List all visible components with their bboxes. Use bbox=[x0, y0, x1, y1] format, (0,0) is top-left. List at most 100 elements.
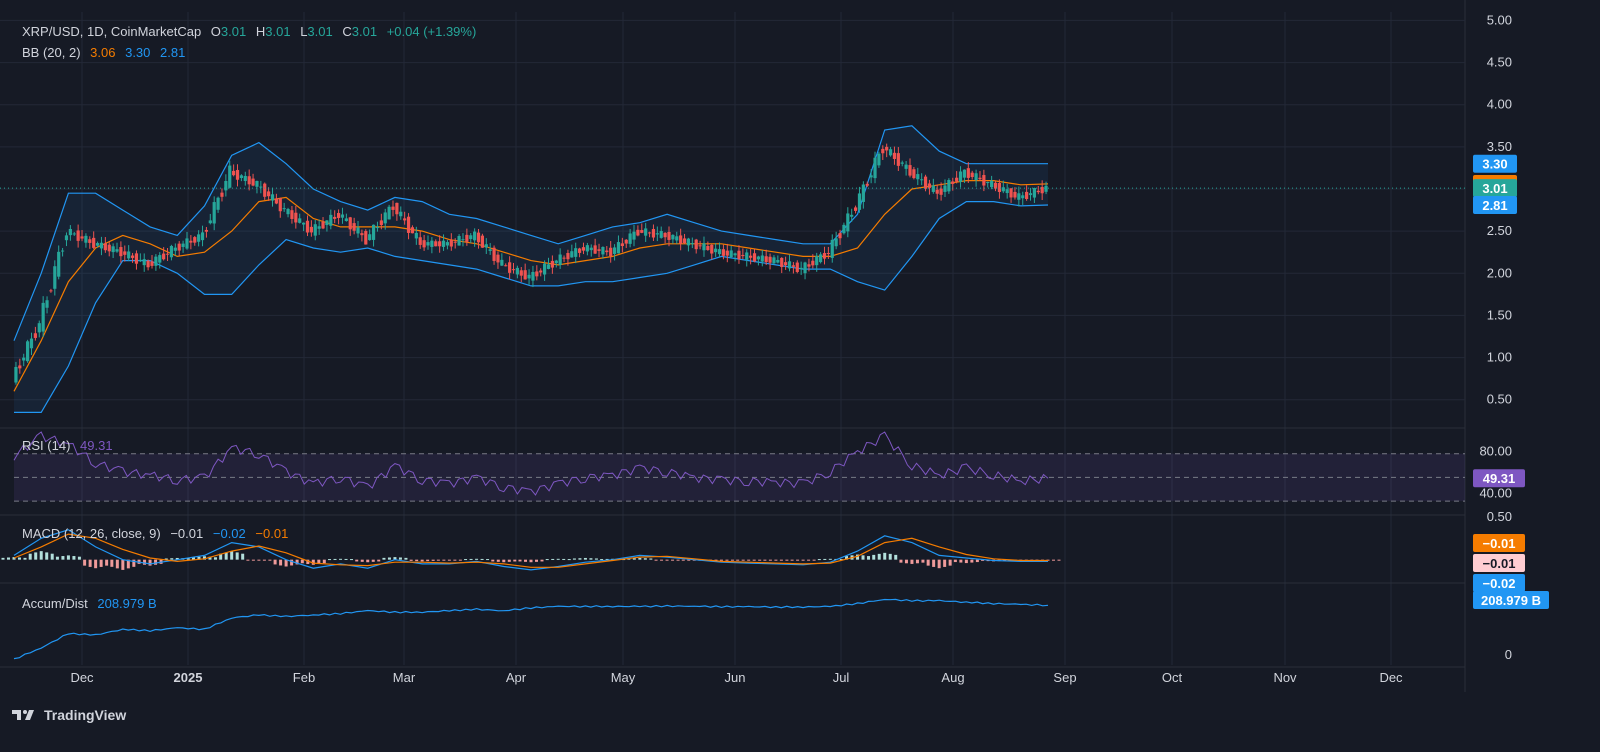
candle-body bbox=[321, 221, 325, 229]
candle-body bbox=[706, 246, 710, 250]
candle-body bbox=[721, 249, 726, 256]
macd-hist-bar bbox=[393, 557, 397, 560]
price-label-text: 3.30 bbox=[1482, 157, 1507, 172]
candle-body bbox=[212, 202, 216, 224]
candle-body bbox=[558, 254, 562, 265]
macd-legend[interactable]: MACD (12, 26, close, 9) −0.01 −0.02 −0.0… bbox=[22, 526, 294, 541]
macd-hist-bar bbox=[7, 557, 10, 560]
candle-body bbox=[822, 253, 827, 259]
macd-hist-bar bbox=[894, 554, 898, 560]
candle-body bbox=[26, 341, 30, 362]
tradingview-logo-icon bbox=[12, 710, 34, 720]
rsi-label: RSI (14) bbox=[22, 438, 71, 453]
macd-hist-bar bbox=[915, 559, 919, 564]
macd-hist-bar bbox=[18, 557, 21, 560]
candle-body bbox=[585, 245, 589, 252]
macd-hist-bar bbox=[812, 559, 816, 561]
macd-hist-bar bbox=[535, 559, 538, 562]
macd-hist-bar bbox=[355, 559, 359, 562]
candle-body bbox=[274, 198, 278, 204]
candle-body bbox=[434, 241, 438, 247]
candle-body bbox=[737, 250, 741, 260]
tradingview-logo[interactable]: TradingView bbox=[12, 707, 126, 723]
macd-hist-bar bbox=[763, 559, 767, 561]
candle-body bbox=[896, 153, 900, 166]
rsi-price-label-text: 49.31 bbox=[1483, 471, 1516, 486]
candle-body bbox=[857, 193, 862, 210]
close-value: 3.01 bbox=[351, 24, 378, 39]
macd-hist-bar bbox=[453, 559, 457, 561]
rsi-legend[interactable]: RSI (14) 49.31 bbox=[22, 438, 119, 453]
macd-hist-bar bbox=[567, 559, 571, 561]
candle-body bbox=[982, 175, 986, 186]
candle-body bbox=[927, 183, 932, 188]
candle-body bbox=[500, 259, 504, 266]
candle-body bbox=[18, 365, 22, 369]
price-label-text: 2.81 bbox=[1482, 198, 1507, 213]
macd-hist-bar bbox=[415, 559, 419, 562]
candle-body bbox=[1013, 191, 1017, 198]
candle-body bbox=[508, 262, 512, 273]
candle-body bbox=[484, 244, 488, 248]
macd-hist-bar bbox=[480, 558, 484, 560]
candle-body bbox=[204, 229, 209, 232]
macd-hist-bar bbox=[224, 552, 228, 560]
macd-hist-bar bbox=[774, 559, 778, 561]
candle-body bbox=[535, 271, 539, 277]
macd-hist-bar bbox=[828, 558, 832, 560]
macd-hist-bar bbox=[257, 559, 261, 561]
macd-hist-bar bbox=[132, 559, 136, 567]
candle-body bbox=[566, 253, 570, 260]
candle-body bbox=[33, 333, 37, 338]
candle-body bbox=[243, 175, 247, 181]
candle-body bbox=[593, 245, 597, 254]
candle-body bbox=[375, 226, 380, 229]
candle-body bbox=[869, 175, 873, 178]
time-axis-label: Sep bbox=[1053, 670, 1076, 685]
candle-body bbox=[885, 146, 889, 151]
macd-hist-bar bbox=[736, 559, 740, 561]
ad-label: Accum/Dist bbox=[22, 596, 88, 611]
candle-body bbox=[1028, 193, 1033, 196]
candle-body bbox=[146, 260, 150, 268]
macd-hist-bar bbox=[45, 552, 49, 560]
time-axis-label: Apr bbox=[506, 670, 527, 685]
candle-body bbox=[371, 224, 376, 240]
candle-body bbox=[772, 257, 776, 264]
candle-body bbox=[717, 249, 722, 255]
open-value: 3.01 bbox=[220, 24, 247, 39]
candle-body bbox=[461, 239, 465, 241]
candle-body bbox=[282, 208, 286, 210]
macd-hist-bar bbox=[583, 557, 587, 560]
macd-hist-bar bbox=[311, 559, 315, 565]
candle-body bbox=[834, 238, 838, 247]
bb-label: BB (20, 2) bbox=[22, 45, 81, 60]
candle-body bbox=[438, 241, 442, 247]
bb-legend[interactable]: BB (20, 2) 3.06 3.30 2.81 bbox=[22, 45, 191, 60]
ad-legend[interactable]: Accum/Dist 208.979 B bbox=[22, 596, 163, 611]
candle-body bbox=[888, 149, 893, 156]
candle-body bbox=[527, 274, 531, 279]
symbol-legend[interactable]: XRP/USD, 1D, CoinMarketCap O3.01 H3.01 L… bbox=[22, 24, 482, 39]
macd-hist-bar bbox=[899, 559, 903, 563]
candle-body bbox=[414, 232, 418, 239]
macd-hist-bar bbox=[121, 559, 125, 570]
candle-body bbox=[123, 251, 127, 255]
candle-body bbox=[675, 236, 679, 241]
bb-upper-value: 3.30 bbox=[125, 45, 151, 60]
macd-hist-bar bbox=[230, 551, 234, 560]
candle-body bbox=[710, 244, 714, 254]
macd-hist-bar bbox=[447, 559, 451, 561]
candle-body bbox=[1005, 189, 1009, 194]
macd-hist-bar bbox=[328, 559, 332, 561]
time-axis-label: Aug bbox=[941, 670, 964, 685]
candle-body bbox=[476, 232, 481, 243]
candle-body bbox=[787, 261, 792, 269]
candle-body bbox=[733, 253, 737, 256]
macd-hist-bar bbox=[937, 559, 941, 569]
rsi-tick-label: 40.00 bbox=[1479, 486, 1512, 501]
candle-body bbox=[853, 207, 858, 211]
candle-body bbox=[267, 191, 271, 197]
macd-hist-bar bbox=[578, 558, 582, 560]
